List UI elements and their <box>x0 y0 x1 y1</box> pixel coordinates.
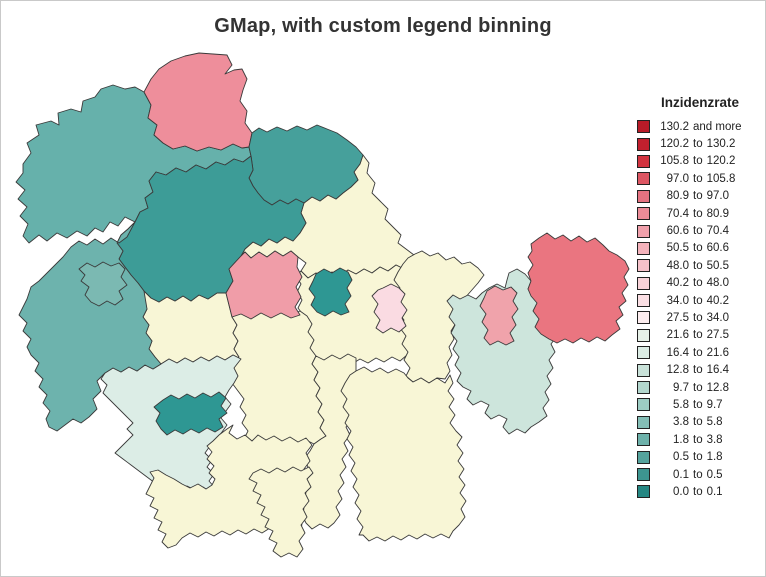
legend-item-label: 3.8 to 5.8 <box>673 416 723 429</box>
legend-swatch-icon <box>637 346 650 360</box>
legend-item: 34.0 to 40.2 <box>637 292 763 309</box>
legend-item-label: 70.4 to 80.9 <box>666 207 729 220</box>
legend-item-label: 48.0 to 50.5 <box>666 259 729 272</box>
legend-item: 16.4 to 21.6 <box>637 344 763 361</box>
legend-item: 120.2 to 130.2 <box>637 135 763 152</box>
legend-item: 40.2 to 48.0 <box>637 275 763 292</box>
legend-swatch-icon <box>637 363 650 377</box>
legend-swatch-icon <box>637 433 650 447</box>
legend-item: 12.8 to 16.4 <box>637 361 763 378</box>
legend-item: 0.1 to 0.5 <box>637 466 763 483</box>
legend-swatch-icon <box>637 120 650 134</box>
legend-item: 27.5 to 34.0 <box>637 309 763 326</box>
legend-swatch-icon <box>637 224 650 238</box>
map-region-14[interactable] <box>116 155 307 303</box>
legend-swatch-icon <box>637 468 650 481</box>
legend: Inzidenzrate 130.2 and more 120.2 to 130.2 … <box>637 95 763 501</box>
legend-item: 21.6 to 27.5 <box>637 327 763 344</box>
legend-item-label: 1.8 to 3.8 <box>673 433 723 446</box>
map-region-18[interactable] <box>225 250 303 320</box>
legend-item-label: 0.1 to 0.5 <box>673 468 723 481</box>
legend-item-label: 12.8 to 16.4 <box>666 364 729 377</box>
legend-item: 105.8 to 120.2 <box>637 153 763 170</box>
legend-swatch-icon <box>637 172 650 186</box>
legend-item: 60.6 to 70.4 <box>637 222 763 239</box>
legend-swatch-icon <box>637 398 650 412</box>
legend-item-label: 120.2 to 130.2 <box>660 138 736 151</box>
legend-item: 50.5 to 60.6 <box>637 240 763 257</box>
legend-item-label: 21.6 to 27.5 <box>666 329 729 342</box>
legend-item: 0.5 to 1.8 <box>637 448 763 465</box>
legend-item-label: 5.8 to 9.7 <box>673 398 723 411</box>
map-region-19[interactable] <box>308 267 353 317</box>
legend-swatch-icon <box>637 294 650 308</box>
legend-item: 0.0 to 0.1 <box>637 483 763 500</box>
legend-item-label: 16.4 to 21.6 <box>666 346 729 359</box>
legend-item-label: 60.6 to 70.4 <box>666 225 729 238</box>
legend-swatch-icon <box>637 189 650 203</box>
legend-item-label: 80.9 to 97.0 <box>666 190 729 203</box>
legend-swatch-icon <box>637 311 650 325</box>
map-region-15[interactable] <box>18 221 162 432</box>
legend-item-label: 40.2 to 48.0 <box>666 277 729 290</box>
legend-item: 70.4 to 80.9 <box>637 205 763 222</box>
legend-item: 130.2 and more <box>637 118 763 135</box>
legend-swatch-icon <box>637 241 650 255</box>
legend-item-label: 27.5 to 34.0 <box>666 311 729 324</box>
map-region-10[interactable] <box>248 466 314 558</box>
legend-item-label: 105.8 to 120.2 <box>660 155 736 168</box>
legend-item-label: 97.0 to 105.8 <box>666 172 736 185</box>
legend-swatch-icon <box>637 450 650 464</box>
legend-title: Inzidenzrate <box>660 95 739 110</box>
map-region-22[interactable] <box>479 285 519 346</box>
legend-swatch-icon <box>637 137 650 151</box>
legend-swatch-icon <box>637 259 650 273</box>
legend-swatch-icon <box>637 207 650 221</box>
legend-swatch-icon <box>637 154 650 168</box>
legend-swatch-icon <box>637 415 650 429</box>
map-region-07[interactable] <box>340 366 467 542</box>
legend-item-label: 0.5 to 1.8 <box>673 451 723 464</box>
map-region-17[interactable] <box>153 391 228 436</box>
legend-item-label: 34.0 to 40.2 <box>666 294 729 307</box>
legend-item: 80.9 to 97.0 <box>637 188 763 205</box>
page-title: GMap, with custom legend binning <box>214 15 552 37</box>
legend-swatch-icon <box>637 381 650 395</box>
legend-item: 9.7 to 12.8 <box>637 379 763 396</box>
map-region-01[interactable] <box>140 290 242 365</box>
legend-item-label: 50.5 to 60.6 <box>666 242 729 255</box>
legend-item: 97.0 to 105.8 <box>637 170 763 187</box>
legend-item-label: 0.0 to 0.1 <box>673 485 723 498</box>
map-region-20[interactable] <box>371 283 408 334</box>
legend-swatch-icon <box>637 276 650 290</box>
legend-swatch-icon <box>637 328 650 342</box>
legend-item: 5.8 to 9.7 <box>637 396 763 413</box>
legend-item-label: 130.2 and more <box>660 120 742 133</box>
legend-swatch-icon <box>637 485 650 499</box>
map-region-16[interactable] <box>78 261 128 307</box>
legend-item: 3.8 to 5.8 <box>637 414 763 431</box>
legend-item: 1.8 to 3.8 <box>637 431 763 448</box>
legend-item: 48.0 to 50.5 <box>637 257 763 274</box>
legend-item-label: 9.7 to 12.8 <box>673 381 729 394</box>
map-region-12[interactable] <box>143 52 253 152</box>
map-region-23[interactable] <box>527 232 630 344</box>
